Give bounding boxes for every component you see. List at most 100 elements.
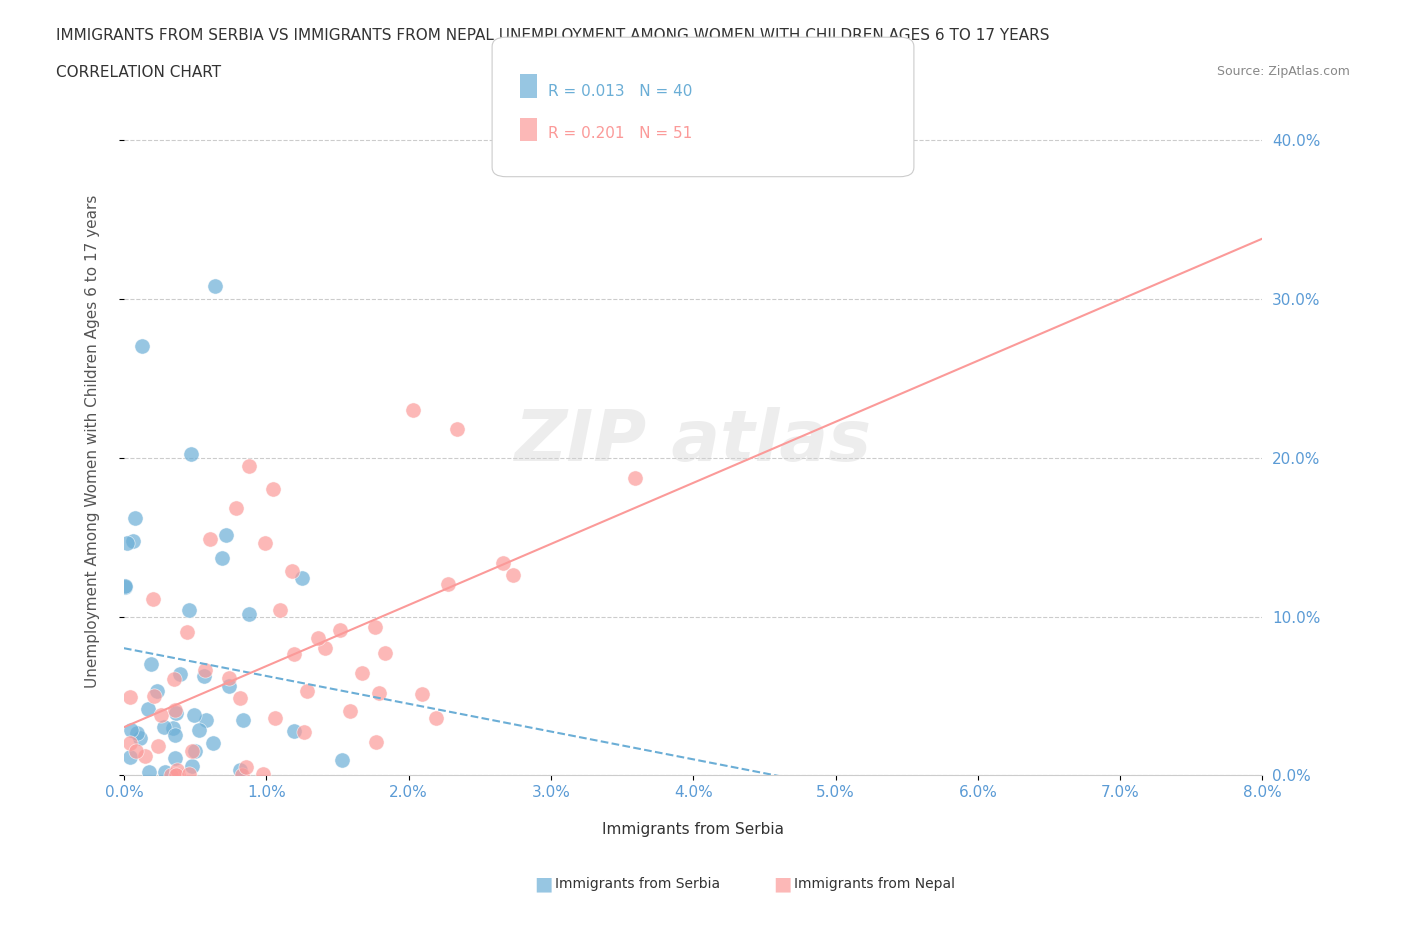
Point [264,711,287,725]
Point [125,743,148,758]
Point [253,536,276,551]
Point [330,753,353,768]
Point [283,724,305,738]
Y-axis label: Unemployment Among Women with Children Ages 6 to 17 years: Unemployment Among Women with Children A… [86,195,100,688]
Point [131,339,153,353]
Point [120,723,142,737]
Point [292,725,315,740]
Point [138,701,160,716]
Point [184,743,207,758]
Text: Immigrants from Nepal: Immigrants from Nepal [794,876,956,891]
Point [163,702,186,717]
Point [281,563,304,578]
Point [283,646,305,661]
Point [146,684,169,698]
Point [138,764,160,779]
Point [194,663,217,678]
Point [214,527,236,542]
Point [367,685,389,700]
Point [163,751,186,765]
Point [262,482,284,497]
Point [195,712,218,727]
Point [350,666,373,681]
Point [159,768,181,783]
Point [121,534,143,549]
Point [204,279,226,294]
Point [141,657,163,671]
Point [114,578,136,593]
Point [291,570,314,585]
Point [339,704,361,719]
Text: Source: ZipAtlas.com: Source: ZipAtlas.com [1216,65,1350,78]
Point [329,622,352,637]
Point [229,762,252,777]
Point [120,689,142,704]
Point [307,631,329,645]
Point [165,728,187,743]
Point [128,730,150,745]
Point [411,686,433,701]
Text: R = 0.201   N = 51: R = 0.201 N = 51 [548,126,693,140]
Point [211,551,233,565]
Point [180,446,202,461]
Text: R = 0.013   N = 40: R = 0.013 N = 40 [548,84,693,99]
Point [149,708,172,723]
Point [374,645,396,660]
Point [183,708,205,723]
Point [238,606,260,621]
Point [181,759,204,774]
Point [364,619,387,634]
Point [165,768,187,783]
Point [425,711,447,726]
Text: ■: ■ [773,874,792,893]
Text: Immigrants from Serbia: Immigrants from Serbia [602,822,785,837]
Point [295,684,318,698]
Point [492,555,515,570]
Point [218,671,240,685]
Point [228,690,250,705]
Point [155,764,177,779]
Text: ■: ■ [534,874,553,893]
Text: IMMIGRANTS FROM SERBIA VS IMMIGRANTS FROM NEPAL UNEMPLOYMENT AMONG WOMEN WITH CH: IMMIGRANTS FROM SERBIA VS IMMIGRANTS FRO… [56,28,1050,43]
Point [127,725,149,740]
Point [166,763,188,777]
Point [134,749,156,764]
Point [193,669,215,684]
Point [446,421,468,436]
Point [225,500,247,515]
Point [364,734,387,749]
Point [437,577,460,591]
Point [238,458,260,473]
Point [502,567,524,582]
Point [235,760,257,775]
Point [163,671,186,686]
Point [117,536,139,551]
Point [146,738,169,753]
Point [187,723,209,737]
Point [120,736,142,751]
Point [402,403,425,418]
Point [179,766,201,781]
Point [120,750,142,764]
Text: Immigrants from Serbia: Immigrants from Serbia [555,876,720,891]
Point [231,768,253,783]
Point [269,603,291,618]
Point [167,768,190,783]
Point [143,689,166,704]
Point [202,735,225,750]
Point [162,720,184,735]
Point [198,531,221,546]
Point [179,603,201,618]
Point [623,471,645,485]
Point [114,579,136,594]
Text: CORRELATION CHART: CORRELATION CHART [56,65,221,80]
Point [169,667,191,682]
Point [252,766,274,781]
Point [314,640,336,655]
Point [218,679,240,694]
Point [232,712,254,727]
Point [176,624,198,639]
Point [124,510,146,525]
Point [153,720,176,735]
Text: ZIP atlas: ZIP atlas [515,407,872,476]
